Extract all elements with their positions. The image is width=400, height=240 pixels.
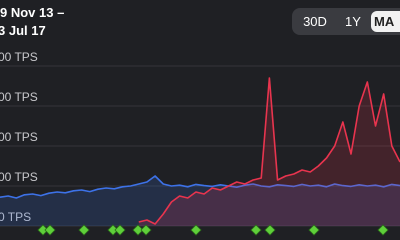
series-area — [138, 78, 400, 226]
button-active[interactable] — [371, 11, 400, 32]
series-line — [0, 175, 400, 199]
series-line — [138, 77, 400, 225]
y-tick-label: 00 TPS — [0, 90, 38, 104]
button[interactable]: MA — [374, 14, 395, 29]
y-tick-label: 00 TPS — [0, 170, 38, 184]
y-tick-label: 00 TPS — [0, 130, 38, 144]
event-markers — [37, 224, 389, 236]
y-tick-label: 00 TPS — [0, 50, 38, 64]
button[interactable]: 1Y — [345, 14, 361, 29]
date-start: 9 Nov 13 – — [0, 5, 64, 20]
date-end: 3 Jul 17 — [0, 23, 46, 38]
plot: 0 TPS 00 TPS 00 TPS 00 TPS 00 TPS — [0, 50, 400, 227]
y-tick-label: 0 TPS — [0, 210, 31, 224]
series-area — [0, 176, 400, 226]
button[interactable]: 30D — [303, 14, 327, 29]
